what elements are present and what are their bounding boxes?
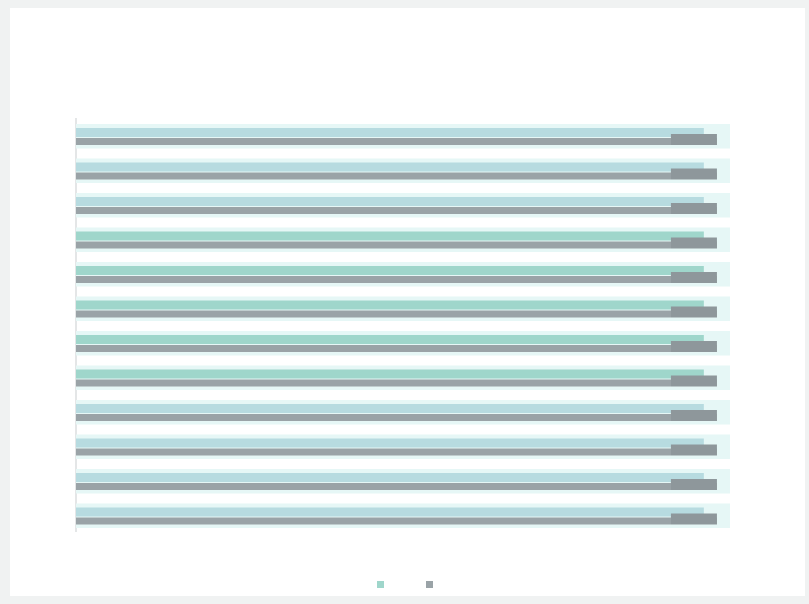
- bar-end-marker: [670, 237, 717, 249]
- legend-swatch-1: [376, 580, 384, 588]
- bar-series-2: [76, 310, 717, 318]
- bar-end-marker: [670, 479, 717, 490]
- bar-series-1: [76, 369, 704, 379]
- bar-series-1: [76, 300, 704, 310]
- bar-end-marker: [670, 444, 717, 456]
- legend-swatch-2: [425, 580, 433, 588]
- bar-end-marker: [670, 306, 717, 318]
- bar-end-marker: [670, 134, 717, 145]
- bar-series-2: [76, 276, 717, 283]
- bar-series-2: [76, 517, 717, 525]
- bar-series-1: [76, 438, 704, 448]
- bar-series-2: [76, 138, 717, 145]
- bar-end-marker: [670, 168, 717, 180]
- bar-end-marker: [670, 203, 717, 214]
- bar-series-2: [76, 414, 717, 421]
- bar-series-2: [76, 207, 717, 214]
- bar-series-2: [76, 379, 717, 387]
- bar-series-1: [76, 162, 704, 172]
- bar-series-2: [76, 172, 717, 180]
- bar-end-marker: [670, 410, 717, 421]
- bar-series-2: [76, 345, 717, 352]
- legend-item-2: [425, 580, 439, 588]
- bar-series-1: [76, 335, 704, 344]
- bar-series-1: [76, 231, 704, 241]
- plot-area: [75, 118, 730, 532]
- bar-series-1: [76, 197, 704, 206]
- bar-series-2: [76, 483, 717, 490]
- bar-series-2: [76, 241, 717, 249]
- bar-series-1: [76, 507, 704, 517]
- bar-end-marker: [670, 341, 717, 352]
- bar-series-1: [76, 128, 704, 137]
- bar-series-1: [76, 404, 704, 413]
- bar-end-marker: [670, 375, 717, 387]
- bar-end-marker: [670, 272, 717, 283]
- chart-panel: [10, 8, 805, 596]
- bar-end-marker: [670, 513, 717, 525]
- bar-series-2: [76, 448, 717, 456]
- legend: [10, 576, 805, 592]
- bar-series-1: [76, 266, 704, 275]
- legend-item-1: [376, 580, 390, 588]
- bar-series-1: [76, 473, 704, 482]
